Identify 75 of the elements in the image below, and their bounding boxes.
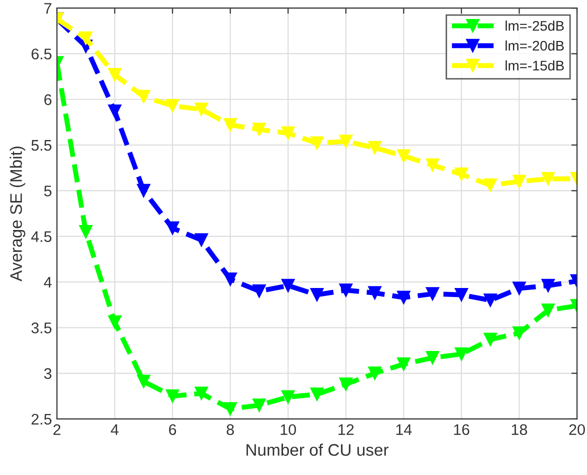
x-tick-label: 10 — [280, 424, 296, 436]
y-tick-label: 5.5 — [31, 140, 52, 151]
point — [541, 172, 555, 186]
point — [426, 351, 440, 365]
point — [339, 377, 353, 392]
point — [368, 366, 382, 380]
point — [368, 141, 382, 155]
x-tick-label: 4 — [110, 424, 119, 435]
y-tick-label: 2.5 — [32, 414, 52, 425]
y-tick-label: 7 — [44, 3, 52, 14]
point — [224, 402, 238, 416]
x-tick-label: 8 — [226, 424, 234, 436]
point — [339, 283, 353, 297]
y-tick-label: 4 — [44, 277, 52, 288]
point — [224, 272, 238, 286]
point — [396, 149, 410, 163]
point — [541, 278, 555, 292]
point — [108, 104, 122, 118]
point — [396, 357, 410, 371]
y-tick-label: 3.5 — [31, 322, 52, 334]
point — [454, 167, 468, 182]
point — [79, 225, 93, 239]
point — [454, 347, 468, 361]
y-tick-label: 6 — [44, 94, 52, 106]
point — [368, 286, 382, 300]
x-tick-label: 6 — [169, 424, 176, 436]
x-tick-label: 12 — [338, 424, 354, 435]
y-tick-label: 4.5 — [31, 231, 52, 242]
point — [166, 221, 180, 235]
x-axis-title: Number of CU user — [246, 444, 388, 456]
point — [512, 282, 526, 296]
point — [79, 31, 93, 45]
point — [136, 184, 150, 198]
legend-label: lm=-15dB — [506, 60, 564, 71]
point — [484, 293, 498, 308]
point — [252, 122, 266, 136]
x-tick-label: 20 — [569, 424, 585, 436]
point — [108, 68, 122, 82]
x-tick-label: 18 — [512, 424, 528, 436]
legend-label: lm=-20dB — [506, 40, 564, 51]
y-axis-title: Average SE (Mbit) — [10, 146, 26, 282]
legend-label: lm=-25dB — [506, 20, 564, 31]
point — [310, 136, 324, 150]
y-tick-label: 5 — [44, 186, 52, 196]
point — [281, 390, 295, 404]
point — [108, 315, 122, 329]
x-tick-label: 16 — [454, 424, 470, 436]
point — [484, 332, 498, 346]
point — [512, 174, 526, 188]
point — [281, 278, 295, 292]
point — [281, 126, 295, 140]
y-tick-label: 3 — [44, 368, 52, 379]
point — [426, 287, 440, 301]
point — [166, 99, 180, 113]
point — [194, 102, 208, 116]
point — [541, 304, 555, 318]
point — [310, 288, 324, 302]
point — [136, 374, 150, 388]
point — [252, 398, 266, 412]
x-tick-label: 14 — [396, 424, 412, 435]
point — [484, 178, 498, 192]
point — [396, 290, 410, 304]
y-tick-label: 6.5 — [32, 48, 52, 60]
point — [426, 158, 440, 172]
point — [194, 386, 208, 400]
x-tick-label: 2 — [53, 424, 60, 435]
point — [194, 233, 208, 247]
point — [252, 284, 266, 298]
point — [166, 389, 180, 403]
point — [512, 326, 526, 340]
point — [136, 90, 150, 104]
point — [310, 388, 324, 402]
point — [454, 288, 468, 302]
point — [224, 118, 238, 132]
point — [339, 134, 353, 148]
